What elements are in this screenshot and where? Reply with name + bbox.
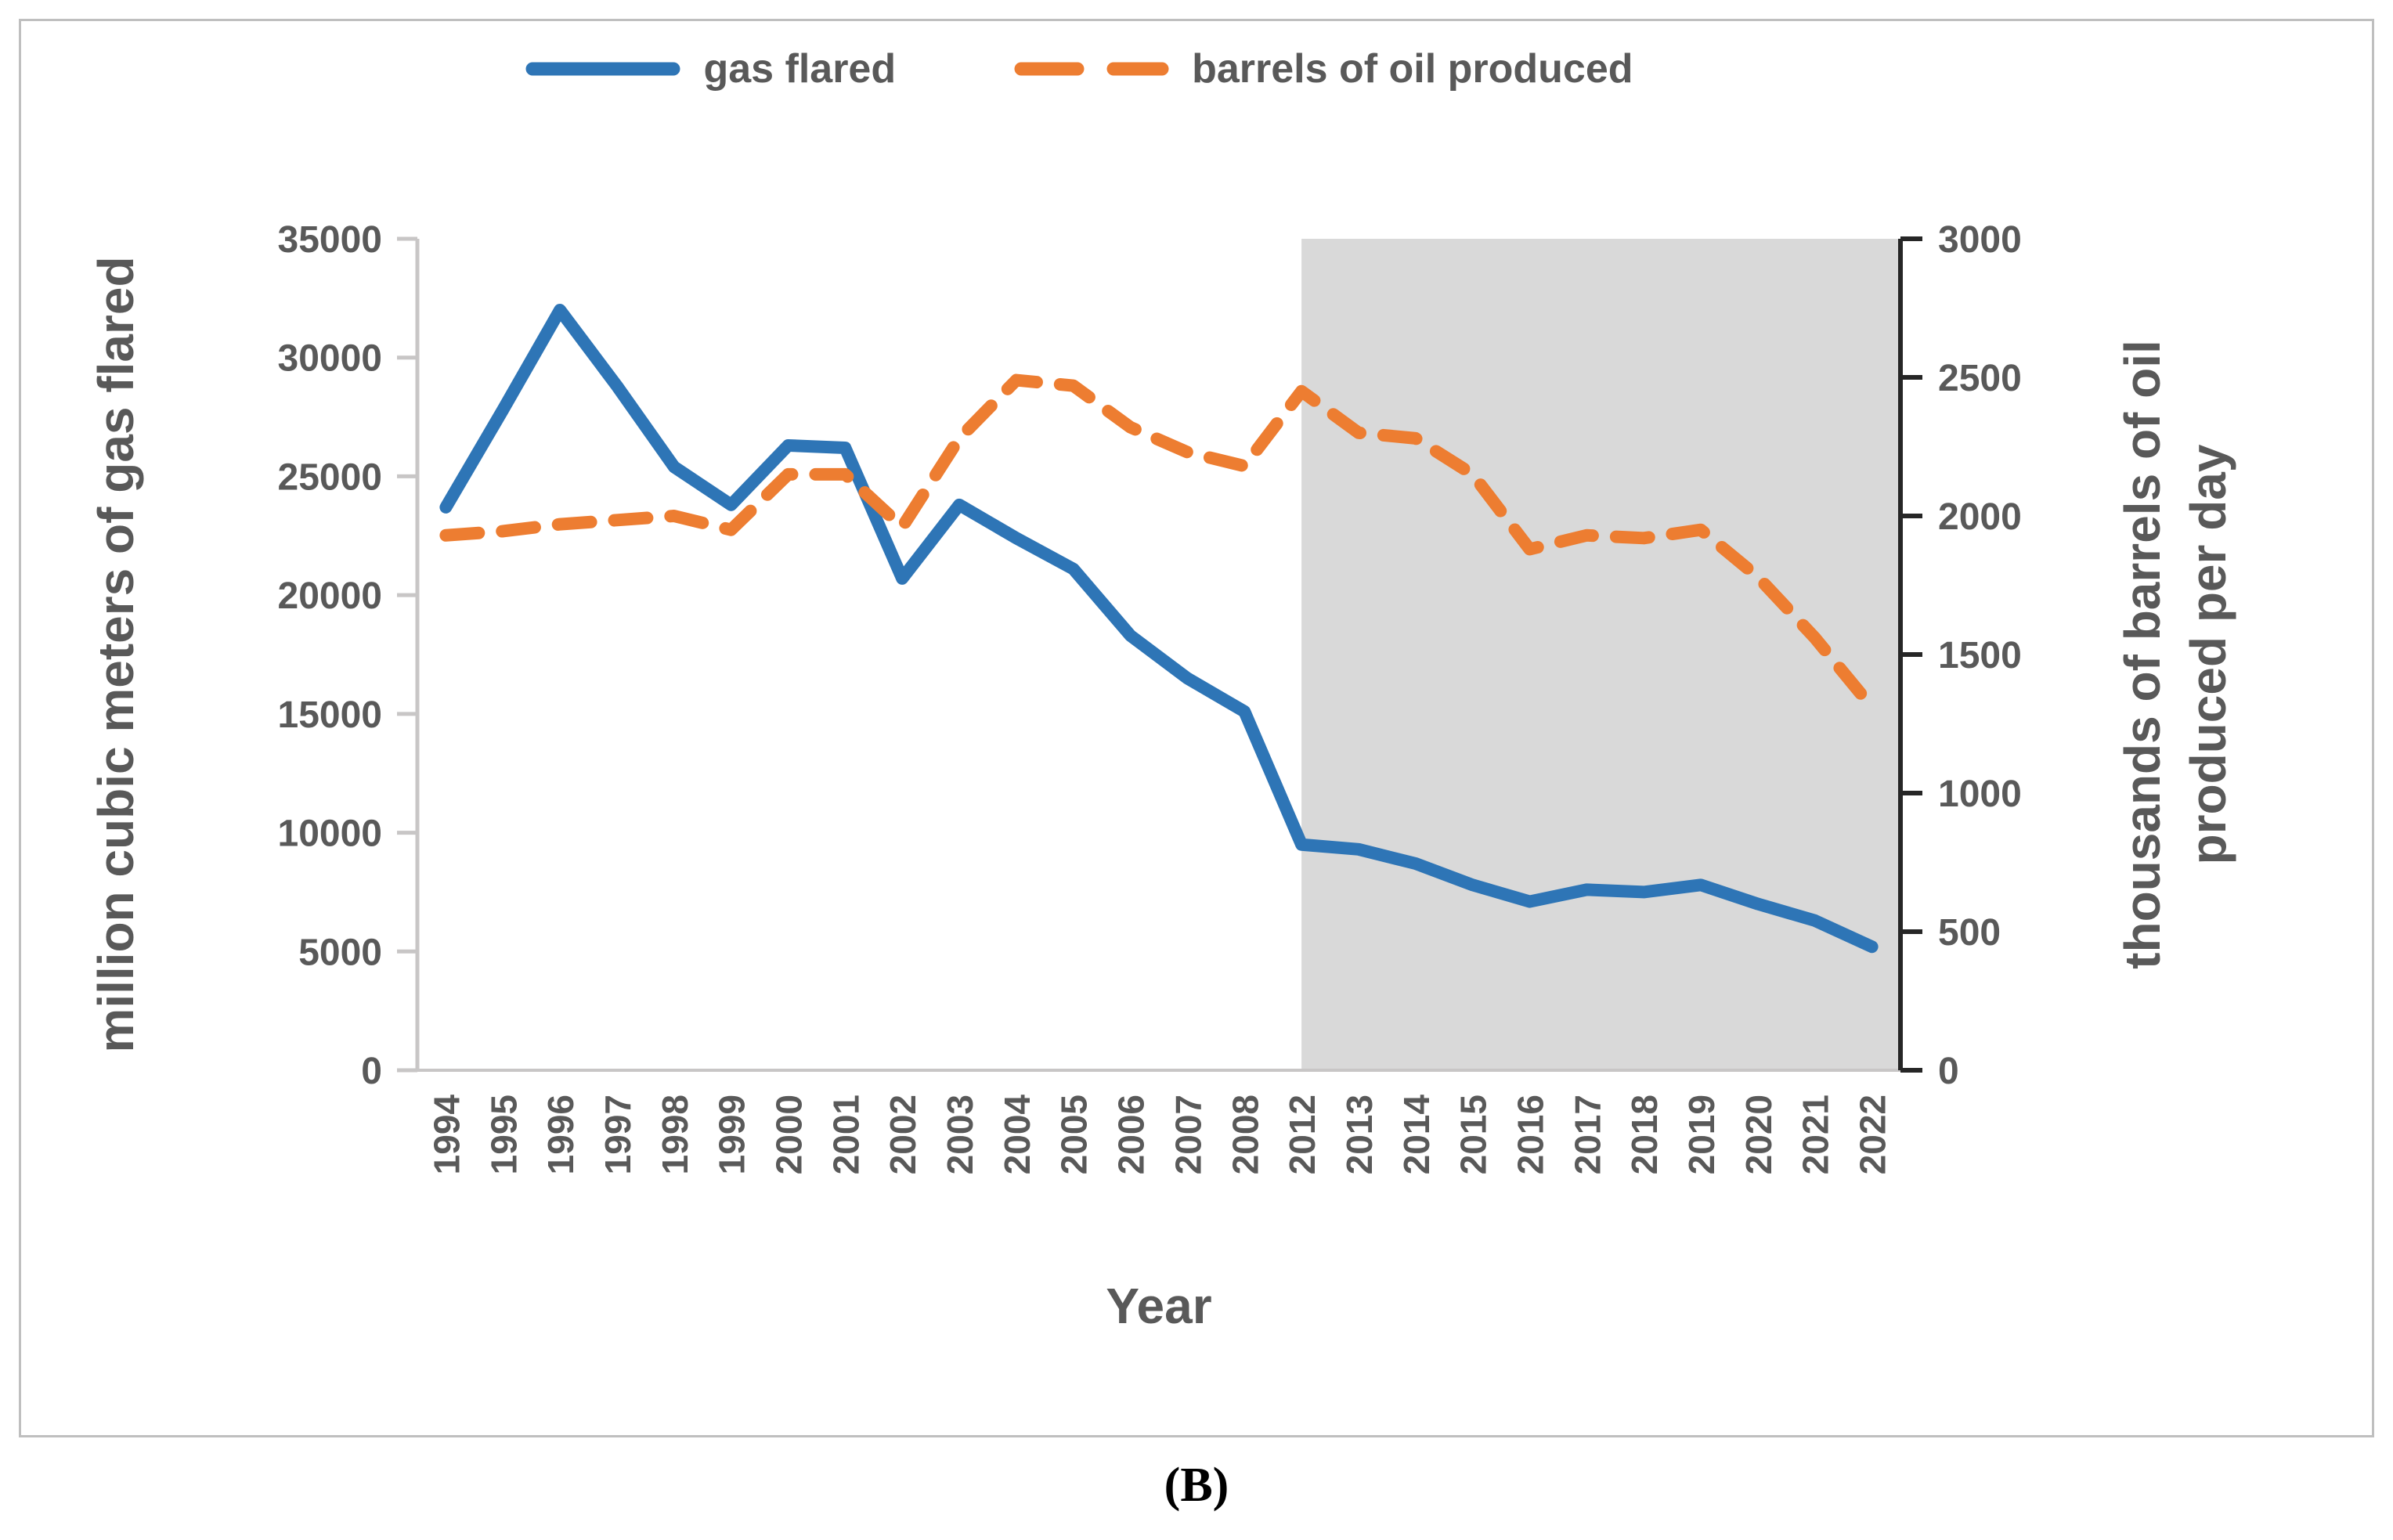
right-axis-tick-label: 0: [1938, 1051, 1959, 1092]
right-axis-tick-label: 2000: [1938, 496, 2022, 538]
left-axis-title: million cubic meters of gas flared: [88, 256, 144, 1052]
left-axis-tick-label: 5000: [298, 932, 382, 973]
x-axis-tick-label: 2007: [1168, 1095, 1208, 1174]
x-axis-tick-label: 2017: [1567, 1095, 1608, 1174]
x-axis-tick-label: 2014: [1396, 1095, 1437, 1175]
left-axis-tick-label: 35000: [278, 219, 382, 261]
x-axis-tick-label: 2016: [1511, 1095, 1551, 1174]
x-axis-tick-label: 2021: [1796, 1095, 1836, 1174]
x-axis-tick-label: 2022: [1853, 1095, 1893, 1174]
x-axis-tick-label: 2002: [882, 1095, 923, 1174]
series-line-barrels-of-oil-produced: [439, 373, 1879, 714]
x-axis-tick-label: 2015: [1453, 1095, 1494, 1174]
left-axis-tick-label: 10000: [278, 813, 382, 855]
figure-border: [19, 19, 2374, 1437]
x-axis-tick-label: 2020: [1738, 1095, 1779, 1174]
x-axis-tick-label: 2001: [825, 1095, 866, 1174]
legend-label: gas flared: [703, 46, 897, 92]
dashed-line-sample-icon: [1014, 62, 1169, 76]
x-axis-tick-label: 1997: [597, 1095, 638, 1174]
right-axis-title-line-1: thousands of barrels of oil: [2114, 340, 2171, 969]
legend-item-gas-flared: gas flared: [525, 45, 896, 92]
x-axis-tick-label: 2019: [1681, 1095, 1722, 1174]
x-axis-tick-label: 2008: [1225, 1095, 1265, 1174]
left-axis-tick-label: 15000: [278, 694, 382, 736]
x-axis-title: Year: [1106, 1278, 1211, 1334]
legend-label: barrels of oil produced: [1192, 46, 1633, 92]
right-axis-tick-label: 1000: [1938, 774, 2022, 815]
left-axis-tick-label: 25000: [278, 456, 382, 498]
x-axis-tick-label: 2000: [769, 1095, 810, 1174]
left-axis-tick-label: 30000: [278, 338, 382, 380]
left-axis-tick-label: 20000: [278, 575, 382, 617]
solid-line-sample-icon: [525, 62, 680, 76]
x-axis-tick-label: 2012: [1282, 1095, 1323, 1174]
left-axis-tick-label: 0: [361, 1051, 382, 1092]
x-axis-tick-label: 2005: [1054, 1095, 1095, 1174]
figure-caption: (B): [1164, 1459, 1229, 1512]
chart-legend: gas flared barrels of oil produced: [0, 45, 2276, 92]
x-axis-tick-label: 2003: [940, 1095, 980, 1174]
x-axis-tick-label: 2013: [1339, 1095, 1380, 1174]
right-axis-tick-label: 3000: [1938, 219, 2022, 261]
x-axis-tick-label: 1996: [540, 1095, 581, 1174]
highlight-region: [1301, 239, 1900, 1070]
series-line-gas-flared: [439, 304, 1879, 954]
x-axis-tick-label: 1995: [483, 1095, 524, 1174]
x-axis-tick-label: 2006: [1111, 1095, 1152, 1174]
right-axis-tick-label: 500: [1938, 912, 2001, 954]
right-axis-title-line-2: produced per day: [2180, 444, 2236, 864]
x-axis-tick-label: 1999: [712, 1095, 753, 1174]
x-axis-tick-label: 1998: [655, 1095, 695, 1174]
legend-item-barrels-of-oil-produced: barrels of oil produced: [1013, 45, 1633, 92]
right-axis-tick-label: 1500: [1938, 635, 2022, 676]
right-axis-tick-label: 2500: [1938, 358, 2022, 399]
x-axis-tick-label: 2018: [1624, 1095, 1665, 1174]
x-axis-tick-label: 1994: [426, 1095, 467, 1175]
x-axis-tick-label: 2004: [997, 1095, 1038, 1175]
